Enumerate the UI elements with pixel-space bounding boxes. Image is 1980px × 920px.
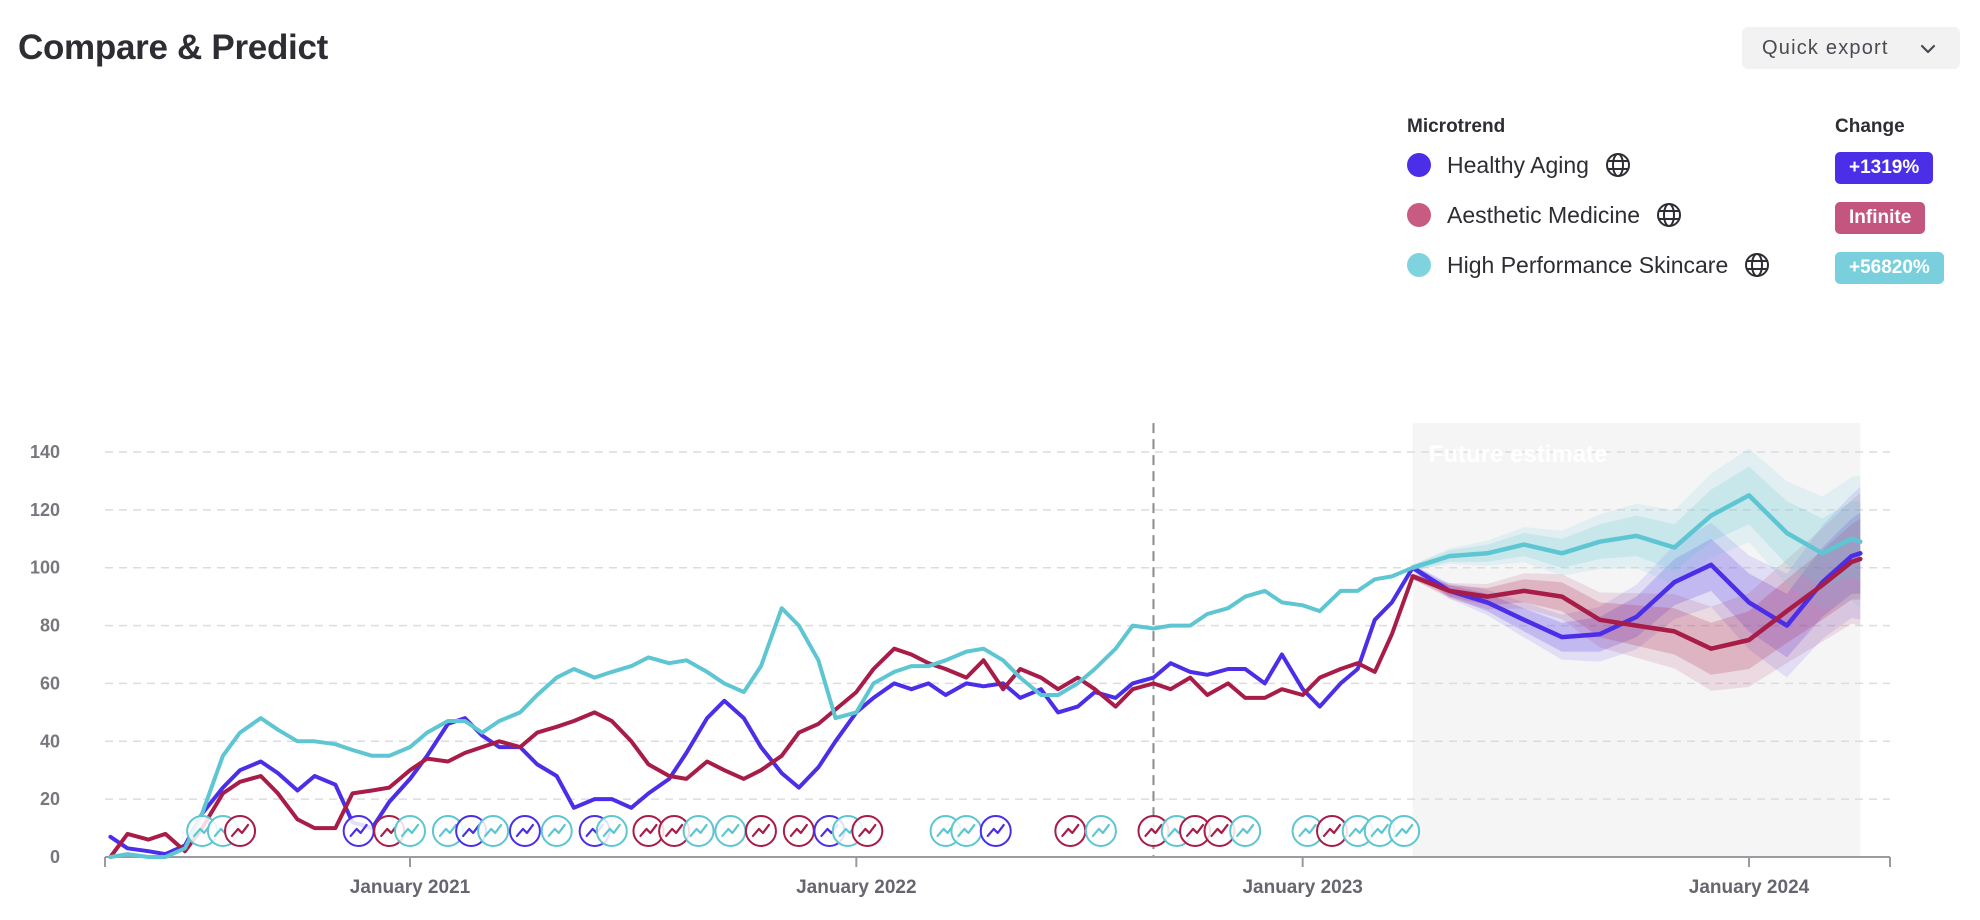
y-tick-label: 0: [50, 847, 60, 867]
event-marker-trend-icon: [665, 823, 684, 838]
change-badge-healthy-aging: +1319%: [1835, 152, 1934, 184]
legend-dot-aesthetic-medicine: [1407, 203, 1431, 227]
event-marker-trend-icon: [1370, 823, 1389, 838]
y-tick-label: 80: [40, 616, 60, 636]
change-badge-aesthetic-medicine: Infinite: [1835, 202, 1926, 234]
event-marker-trend-icon: [547, 823, 566, 838]
event-marker-trend-icon: [789, 823, 808, 838]
event-marker-trend-icon: [1322, 823, 1342, 838]
series-line-0: [108, 565, 1415, 857]
legend-dot-healthy-aging: [1407, 153, 1431, 177]
y-tick-label: 20: [40, 789, 60, 809]
event-marker-trend-icon: [1210, 823, 1229, 838]
event-marker-trend-icon: [751, 823, 771, 838]
legend-item-aesthetic-medicine[interactable]: Aesthetic Medicine: [1407, 200, 1684, 230]
trend-chart: 0 20 40 60 80 100 120 140 Future estimate January…: [30, 423, 1891, 898]
event-marker-trend-icon: [400, 823, 420, 838]
event-marker-trend-icon: [986, 823, 1005, 838]
event-marker-trend-icon: [1091, 823, 1110, 838]
legend-change-header: Change: [1835, 116, 1905, 137]
future-estimate-label: Future estimate: [1429, 441, 1608, 468]
legend-microtrend-header: Microtrend: [1407, 116, 1506, 137]
globe-icon[interactable]: [1742, 250, 1772, 280]
quick-export-button[interactable]: Quick export: [1742, 27, 1960, 69]
future-region: [1412, 423, 1861, 857]
chevron-down-icon: [1920, 44, 1936, 54]
event-marker-trend-icon: [1185, 823, 1205, 838]
series-line-1: [108, 574, 1415, 859]
event-marker-trend-icon: [689, 823, 708, 838]
forecast-band-0: [1412, 486, 1861, 678]
page-title: Compare & Predict: [18, 28, 328, 67]
event-marker-trend-icon: [1395, 823, 1414, 838]
y-tick-label: 40: [40, 731, 60, 751]
event-marker-trend-icon: [438, 823, 458, 838]
quick-export-label: Quick export: [1762, 36, 1889, 59]
event-marker-trend-icon: [1236, 823, 1255, 838]
event-marker-trend-icon: [1348, 823, 1367, 838]
event-marker-trend-icon: [639, 823, 658, 838]
x-tick-label: January 2023: [1242, 877, 1362, 898]
event-marker-trend-icon: [484, 823, 503, 838]
legend-label-healthy-aging: Healthy Aging: [1447, 151, 1589, 178]
event-marker-trend-icon: [602, 823, 621, 838]
legend-label-high-performance-skincare: High Performance Skincare: [1447, 251, 1729, 278]
event-marker-trend-icon: [1298, 823, 1317, 838]
globe-icon[interactable]: [1603, 150, 1633, 180]
y-tick-label: 60: [40, 673, 60, 693]
y-tick-label: 140: [30, 442, 60, 462]
forecast-line-2: [1410, 493, 1863, 570]
event-marker-trend-icon: [858, 823, 877, 838]
x-tick-label: January 2021: [350, 877, 471, 898]
event-marker-trend-icon: [957, 823, 976, 838]
forecast-band-2: [1412, 448, 1861, 610]
legend-item-healthy-aging[interactable]: Healthy Aging: [1407, 150, 1633, 180]
event-marker-trend-icon: [515, 823, 535, 838]
event-marker-trend-icon: [230, 823, 250, 838]
forecast-band-1: [1412, 518, 1861, 675]
legend-dot-high-performance-skincare: [1407, 253, 1431, 277]
y-tick-label: 100: [30, 558, 60, 578]
forecast-line-1: [1410, 556, 1863, 651]
series-line-2: [108, 565, 1415, 859]
legend-label-aesthetic-medicine: Aesthetic Medicine: [1447, 201, 1641, 228]
event-marker-trend-icon: [349, 823, 368, 838]
globe-icon[interactable]: [1654, 200, 1684, 230]
event-marker-trend-icon: [721, 823, 740, 838]
y-tick-label: 120: [30, 500, 60, 520]
change-badge-high-performance-skincare: +56820%: [1835, 252, 1944, 284]
event-marker-trend-icon: [1144, 823, 1163, 838]
event-marker-trend-icon: [1061, 823, 1080, 838]
legend-item-high-performance-skincare[interactable]: High Performance Skincare: [1407, 250, 1772, 280]
x-tick-label: January 2024: [1689, 877, 1810, 898]
x-tick-label: January 2022: [796, 877, 916, 898]
event-marker-trend-icon: [462, 823, 481, 838]
